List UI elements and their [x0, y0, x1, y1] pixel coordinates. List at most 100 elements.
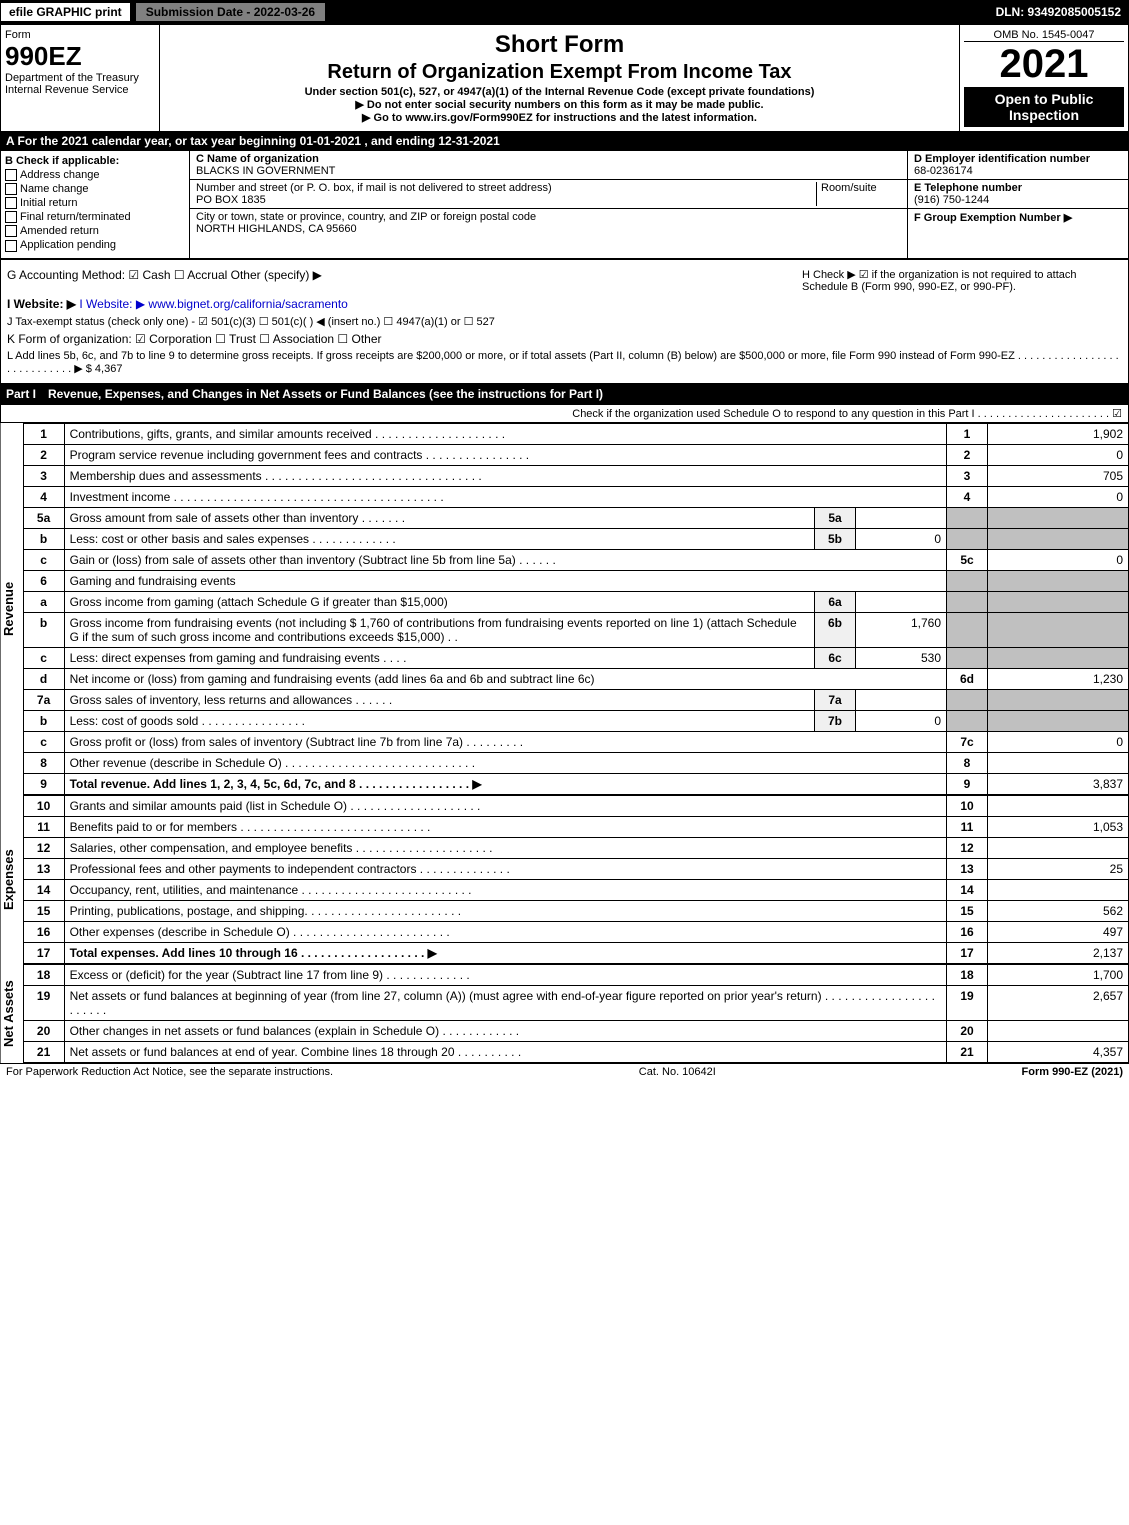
footer-center: Cat. No. 10642I	[639, 1066, 716, 1078]
revenue-section: Revenue 1Contributions, gifts, grants, a…	[0, 423, 1129, 795]
table-row: 20Other changes in net assets or fund ba…	[23, 1020, 1128, 1041]
line-j: J Tax-exempt status (check only one) - ☑…	[7, 315, 1122, 328]
room-label: Room/suite	[821, 182, 877, 194]
org-name-label: C Name of organization	[196, 153, 319, 165]
table-row: 8Other revenue (describe in Schedule O) …	[23, 752, 1128, 773]
chk-initial-return[interactable]: Initial return	[5, 197, 185, 209]
form-header-left: Form 990EZ Department of the Treasury In…	[1, 25, 160, 131]
top-bar: efile GRAPHIC print Submission Date - 20…	[0, 0, 1129, 24]
table-row: bLess: cost or other basis and sales exp…	[23, 528, 1128, 549]
footer-right: Form 990-EZ (2021)	[1022, 1066, 1123, 1078]
table-row: bGross income from fundraising events (n…	[23, 612, 1128, 647]
total-expenses-label: Total expenses. Add lines 10 through 16 …	[70, 946, 437, 960]
line-g: G Accounting Method: ☑ Cash ☐ Accrual Ot…	[7, 268, 802, 293]
form-header: Form 990EZ Department of the Treasury In…	[0, 24, 1129, 132]
website-link[interactable]: I Website: ▶ www.bignet.org/california/s…	[79, 297, 347, 311]
table-row: 9Total revenue. Add lines 1, 2, 3, 4, 5c…	[23, 773, 1128, 794]
expenses-section: Expenses 10Grants and similar amounts pa…	[0, 795, 1129, 964]
irs: Internal Revenue Service	[5, 84, 155, 96]
group-label: F Group Exemption Number ▶	[914, 212, 1072, 224]
table-row: 17Total expenses. Add lines 10 through 1…	[23, 942, 1128, 963]
table-row: cGross profit or (loss) from sales of in…	[23, 731, 1128, 752]
phone-label: E Telephone number	[914, 182, 1022, 194]
revenue-table: 1Contributions, gifts, grants, and simil…	[23, 423, 1129, 795]
title-return: Return of Organization Exempt From Incom…	[164, 61, 955, 84]
total-revenue-label: Total revenue. Add lines 1, 2, 3, 4, 5c,…	[70, 777, 482, 791]
part1-title: Revenue, Expenses, and Changes in Net As…	[48, 387, 603, 401]
dept-treasury: Department of the Treasury	[5, 72, 155, 84]
ein-row: D Employer identification number 68-0236…	[908, 151, 1128, 180]
open-to-public: Open to Public Inspection	[964, 87, 1124, 127]
part1-label: Part I	[6, 387, 36, 401]
part1-check: Check if the organization used Schedule …	[0, 404, 1129, 423]
revenue-side-label: Revenue	[1, 423, 23, 795]
info-block: B Check if applicable: Address change Na…	[0, 150, 1129, 259]
table-row: cGain or (loss) from sale of assets othe…	[23, 549, 1128, 570]
table-row: 18Excess or (deficit) for the year (Subt…	[23, 964, 1128, 985]
form-header-center: Short Form Return of Organization Exempt…	[160, 25, 960, 131]
chk-application-pending[interactable]: Application pending	[5, 239, 185, 251]
line-h: H Check ▶ ☑ if the organization is not r…	[802, 268, 1122, 293]
table-row: 11Benefits paid to or for members . . . …	[23, 816, 1128, 837]
table-row: 21Net assets or fund balances at end of …	[23, 1041, 1128, 1062]
table-row: 14Occupancy, rent, utilities, and mainte…	[23, 879, 1128, 900]
subtitle-goto: ▶ Go to www.irs.gov/Form990EZ for instru…	[164, 111, 955, 124]
table-row: cLess: direct expenses from gaming and f…	[23, 647, 1128, 668]
org-name: BLACKS IN GOVERNMENT	[196, 165, 335, 177]
street-label: Number and street (or P. O. box, if mail…	[196, 182, 552, 194]
city-label: City or town, state or province, country…	[196, 211, 536, 223]
chk-final-return[interactable]: Final return/terminated	[5, 211, 185, 223]
ein: 68-0236174	[914, 165, 973, 177]
table-row: 2Program service revenue including gover…	[23, 444, 1128, 465]
col-d: D Employer identification number 68-0236…	[908, 151, 1128, 258]
netassets-side-label: Net Assets	[1, 964, 23, 1063]
subtitle-ssn: ▶ Do not enter social security numbers o…	[164, 98, 955, 111]
table-row: aGross income from gaming (attach Schedu…	[23, 591, 1128, 612]
omb-number: OMB No. 1545-0047	[964, 29, 1124, 42]
table-row: dNet income or (loss) from gaming and fu…	[23, 668, 1128, 689]
efile-print[interactable]: efile GRAPHIC print	[0, 2, 131, 22]
city: NORTH HIGHLANDS, CA 95660	[196, 223, 357, 235]
dln: DLN: 93492085005152	[996, 5, 1129, 19]
form-number: 990EZ	[5, 41, 155, 72]
subtitle-section: Under section 501(c), 527, or 4947(a)(1)…	[164, 86, 955, 98]
group-row: F Group Exemption Number ▶	[908, 209, 1128, 226]
table-row: 10Grants and similar amounts paid (list …	[23, 795, 1128, 816]
line-k: K Form of organization: ☑ Corporation ☐ …	[7, 332, 1122, 346]
ein-label: D Employer identification number	[914, 153, 1090, 165]
table-row: 16Other expenses (describe in Schedule O…	[23, 921, 1128, 942]
table-row: 7aGross sales of inventory, less returns…	[23, 689, 1128, 710]
street-row: Number and street (or P. O. box, if mail…	[190, 180, 907, 209]
chk-address-change[interactable]: Address change	[5, 169, 185, 181]
line-l: L Add lines 5b, 6c, and 7b to line 9 to …	[7, 350, 1122, 375]
phone: (916) 750-1244	[914, 194, 989, 206]
city-row: City or town, state or province, country…	[190, 209, 907, 237]
expenses-table: 10Grants and similar amounts paid (list …	[23, 795, 1129, 964]
footer-left: For Paperwork Reduction Act Notice, see …	[6, 1066, 333, 1078]
col-b: B Check if applicable: Address change Na…	[1, 151, 190, 258]
title-short-form: Short Form	[164, 31, 955, 59]
col-b-header: B Check if applicable:	[5, 155, 119, 167]
chk-amended-return[interactable]: Amended return	[5, 225, 185, 237]
submission-date: Submission Date - 2022-03-26	[135, 2, 326, 22]
table-row: 19Net assets or fund balances at beginni…	[23, 985, 1128, 1020]
line-i: I Website: ▶ I Website: ▶ www.bignet.org…	[7, 297, 1122, 311]
table-row: 6Gaming and fundraising events	[23, 570, 1128, 591]
org-name-row: C Name of organization BLACKS IN GOVERNM…	[190, 151, 907, 180]
table-row: bLess: cost of goods sold . . . . . . . …	[23, 710, 1128, 731]
part1-header: Part I Revenue, Expenses, and Changes in…	[0, 384, 1129, 404]
table-row: 4Investment income . . . . . . . . . . .…	[23, 486, 1128, 507]
col-c: C Name of organization BLACKS IN GOVERNM…	[190, 151, 908, 258]
table-row: 15Printing, publications, postage, and s…	[23, 900, 1128, 921]
form-label: Form	[5, 29, 155, 41]
netassets-table: 18Excess or (deficit) for the year (Subt…	[23, 964, 1129, 1063]
misc-lines: G Accounting Method: ☑ Cash ☐ Accrual Ot…	[0, 259, 1129, 384]
footer: For Paperwork Reduction Act Notice, see …	[0, 1063, 1129, 1080]
table-row: 13Professional fees and other payments t…	[23, 858, 1128, 879]
form-header-right: OMB No. 1545-0047 2021 Open to Public In…	[960, 25, 1128, 131]
table-row: 1Contributions, gifts, grants, and simil…	[23, 423, 1128, 444]
chk-name-change[interactable]: Name change	[5, 183, 185, 195]
street: PO BOX 1835	[196, 194, 266, 206]
phone-row: E Telephone number (916) 750-1244	[908, 180, 1128, 209]
table-row: 12Salaries, other compensation, and empl…	[23, 837, 1128, 858]
